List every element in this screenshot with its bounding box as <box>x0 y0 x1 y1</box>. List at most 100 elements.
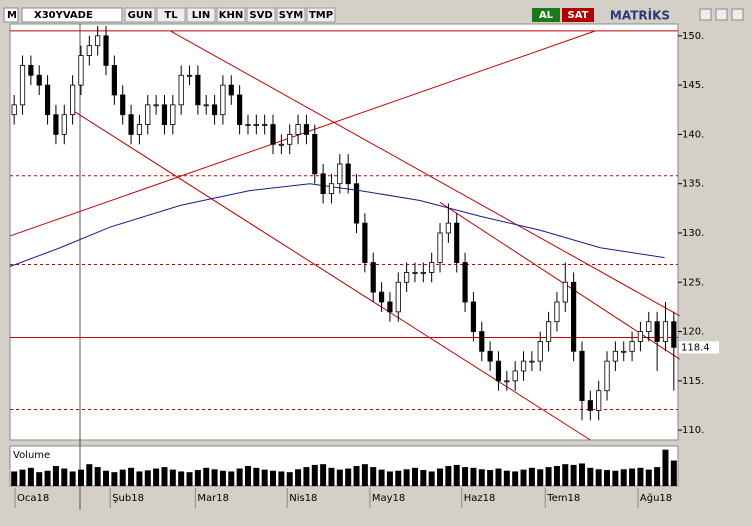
moving-average <box>9 183 665 267</box>
volume-bar <box>128 467 135 486</box>
candle-body <box>136 124 143 135</box>
volume-bar <box>478 469 485 486</box>
maximize[interactable] <box>715 8 728 21</box>
volume-bar <box>278 471 285 486</box>
close[interactable] <box>731 8 744 21</box>
candle-body <box>328 183 335 194</box>
x-tick-label: Oca18 <box>17 493 49 504</box>
symbol-box[interactable] <box>21 7 123 23</box>
y-tick-label: 110. <box>682 425 704 436</box>
candle-body <box>145 104 151 125</box>
candle-body <box>70 84 76 116</box>
candle-body <box>604 360 610 392</box>
volume-bar <box>303 467 310 486</box>
volume-bar <box>470 467 477 486</box>
volume-bar <box>361 464 368 486</box>
trendline <box>170 30 680 317</box>
volume-bar <box>386 471 393 486</box>
volume-bar <box>286 472 293 486</box>
buy-label: AL <box>539 10 554 21</box>
candle-body <box>78 55 84 86</box>
volume-bar <box>378 469 385 486</box>
candle-body <box>487 350 493 362</box>
candle-body <box>637 331 644 342</box>
candle-body <box>387 301 393 313</box>
toolbar-button[interactable] <box>216 7 246 23</box>
volume-bar <box>186 472 193 486</box>
volume-bar <box>295 469 302 486</box>
toolbar-button[interactable] <box>246 7 276 23</box>
toolbar-button[interactable] <box>124 7 156 23</box>
volume-bar <box>637 467 644 486</box>
y-tick-label: 150. <box>682 31 704 42</box>
toolbar-button-label: KHN <box>219 10 244 21</box>
candle-body <box>654 321 660 342</box>
sell-label: SAT <box>568 10 589 21</box>
candle-body <box>587 400 593 411</box>
volume-bar <box>445 466 452 486</box>
y-tick-label: 120. <box>682 327 704 338</box>
sell-button[interactable] <box>562 8 594 22</box>
volume-bar <box>570 464 577 486</box>
candle-body <box>36 74 42 86</box>
candle-body <box>571 281 577 352</box>
volume-bar <box>395 470 402 486</box>
candle-body <box>86 45 92 56</box>
candle-body <box>186 74 193 77</box>
toolbar-button[interactable] <box>156 7 186 23</box>
volume-bar <box>587 467 594 486</box>
candle-body <box>537 341 543 362</box>
y-tick-label: 135. <box>682 179 704 190</box>
volume-bar <box>44 470 51 486</box>
volume-bar <box>27 467 34 486</box>
candle-body <box>178 74 184 106</box>
toolbar-button[interactable] <box>276 7 306 23</box>
minimize[interactable] <box>699 8 712 21</box>
y-tick-label: 145. <box>682 80 704 91</box>
volume-bar <box>178 471 185 486</box>
volume-bar <box>328 467 335 486</box>
toolbar: M X30YVADE AL SAT MATRİKS GUN TL LIN KHN SVD… <box>3 7 744 23</box>
candle-body <box>228 84 234 96</box>
candle-body <box>662 321 669 342</box>
volume-bar <box>553 466 560 486</box>
candle-body <box>353 183 360 224</box>
candle-body <box>203 104 209 107</box>
candle-body <box>529 360 535 363</box>
volume-bar <box>336 469 343 486</box>
candle-body <box>320 173 326 194</box>
toolbar-button[interactable] <box>306 7 336 23</box>
candle-body <box>95 35 101 47</box>
volume-bar <box>495 468 502 486</box>
toolbar-button[interactable] <box>186 7 216 23</box>
candle-body <box>220 84 226 116</box>
volume-bar <box>236 468 243 486</box>
toolbar-button-label: TMP <box>309 10 333 21</box>
volume-bar <box>645 469 652 486</box>
candle-body <box>621 350 627 353</box>
last-price: 118.4 <box>681 342 710 353</box>
candle-body <box>671 321 677 348</box>
menu-button[interactable] <box>3 7 19 23</box>
symbol: X30YVADE <box>34 10 93 21</box>
candle-body <box>128 114 134 135</box>
volume-bar <box>403 469 410 486</box>
volume-bar <box>528 467 535 486</box>
volume-bar <box>545 467 552 486</box>
candle-body <box>61 114 67 135</box>
volume-bar <box>604 470 611 486</box>
volume-bar <box>77 469 84 486</box>
candle-body <box>412 272 418 274</box>
volume-bar <box>662 449 669 486</box>
volume-bar <box>311 464 318 486</box>
y-tick-label: 140. <box>682 129 704 140</box>
volume-bar <box>428 471 435 486</box>
candle-body <box>512 370 518 382</box>
candle-body <box>596 390 602 411</box>
candle-body <box>454 222 460 263</box>
volume-bar <box>136 471 143 486</box>
buy-button[interactable] <box>532 8 560 22</box>
volume-bar <box>520 469 527 486</box>
candle-body <box>612 350 618 362</box>
volume-bar <box>437 468 444 486</box>
